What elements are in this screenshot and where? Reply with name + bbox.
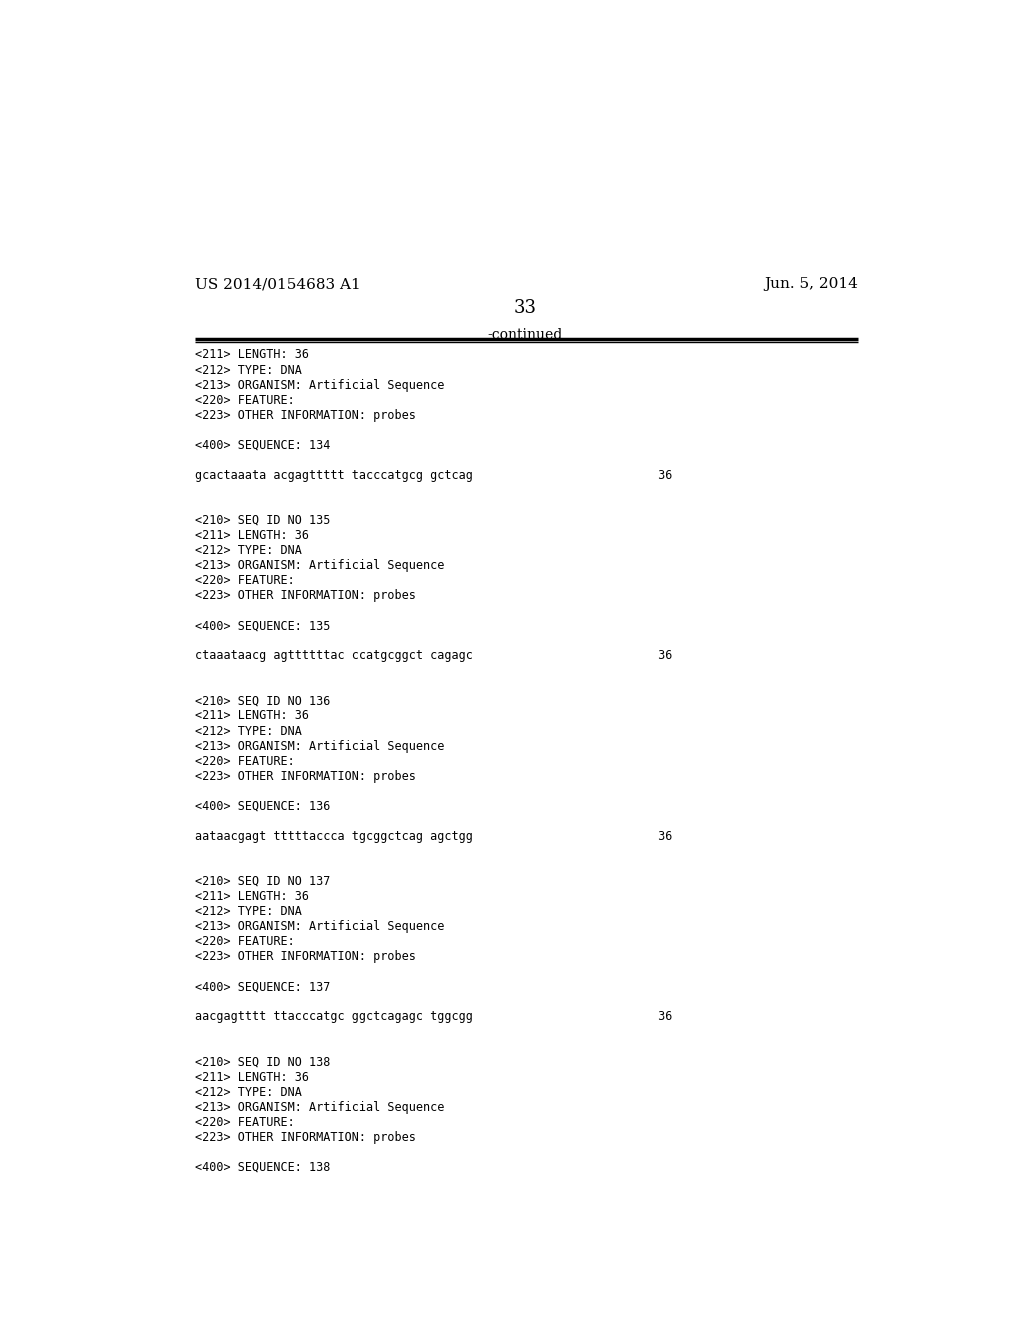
Text: <210> SEQ ID NO 137: <210> SEQ ID NO 137 <box>196 875 331 888</box>
Text: <212> TYPE: DNA: <212> TYPE: DNA <box>196 363 302 376</box>
Text: <211> LENGTH: 36: <211> LENGTH: 36 <box>196 529 309 543</box>
Text: <223> OTHER INFORMATION: probes: <223> OTHER INFORMATION: probes <box>196 950 417 964</box>
Text: <220> FEATURE:: <220> FEATURE: <box>196 1115 295 1129</box>
Text: <213> ORGANISM: Artificial Sequence: <213> ORGANISM: Artificial Sequence <box>196 560 444 572</box>
Text: <212> TYPE: DNA: <212> TYPE: DNA <box>196 725 302 738</box>
Text: ctaaataacg agttttttac ccatgcggct cagagc                          36: ctaaataacg agttttttac ccatgcggct cagagc … <box>196 649 673 663</box>
Text: <210> SEQ ID NO 135: <210> SEQ ID NO 135 <box>196 513 331 527</box>
Text: <211> LENGTH: 36: <211> LENGTH: 36 <box>196 709 309 722</box>
Text: 33: 33 <box>513 298 537 317</box>
Text: <211> LENGTH: 36: <211> LENGTH: 36 <box>196 890 309 903</box>
Text: <223> OTHER INFORMATION: probes: <223> OTHER INFORMATION: probes <box>196 589 417 602</box>
Text: <223> OTHER INFORMATION: probes: <223> OTHER INFORMATION: probes <box>196 770 417 783</box>
Text: Jun. 5, 2014: Jun. 5, 2014 <box>764 277 858 292</box>
Text: <211> LENGTH: 36: <211> LENGTH: 36 <box>196 348 309 362</box>
Text: <213> ORGANISM: Artificial Sequence: <213> ORGANISM: Artificial Sequence <box>196 1101 444 1114</box>
Text: <213> ORGANISM: Artificial Sequence: <213> ORGANISM: Artificial Sequence <box>196 739 444 752</box>
Text: <400> SEQUENCE: 137: <400> SEQUENCE: 137 <box>196 981 331 993</box>
Text: <220> FEATURE:: <220> FEATURE: <box>196 574 295 587</box>
Text: <400> SEQUENCE: 138: <400> SEQUENCE: 138 <box>196 1160 331 1173</box>
Text: aacgagtttt ttacccatgc ggctcagagc tggcgg                          36: aacgagtttt ttacccatgc ggctcagagc tggcgg … <box>196 1010 673 1023</box>
Text: <210> SEQ ID NO 138: <210> SEQ ID NO 138 <box>196 1056 331 1068</box>
Text: gcactaaata acgagttttt tacccatgcg gctcag                          36: gcactaaata acgagttttt tacccatgcg gctcag … <box>196 469 673 482</box>
Text: <213> ORGANISM: Artificial Sequence: <213> ORGANISM: Artificial Sequence <box>196 920 444 933</box>
Text: <212> TYPE: DNA: <212> TYPE: DNA <box>196 1085 302 1098</box>
Text: <211> LENGTH: 36: <211> LENGTH: 36 <box>196 1071 309 1084</box>
Text: <400> SEQUENCE: 136: <400> SEQUENCE: 136 <box>196 800 331 813</box>
Text: <223> OTHER INFORMATION: probes: <223> OTHER INFORMATION: probes <box>196 1131 417 1143</box>
Text: <220> FEATURE:: <220> FEATURE: <box>196 393 295 407</box>
Text: <220> FEATURE:: <220> FEATURE: <box>196 935 295 948</box>
Text: <210> SEQ ID NO 136: <210> SEQ ID NO 136 <box>196 694 331 708</box>
Text: <212> TYPE: DNA: <212> TYPE: DNA <box>196 544 302 557</box>
Text: <400> SEQUENCE: 134: <400> SEQUENCE: 134 <box>196 438 331 451</box>
Text: <400> SEQUENCE: 135: <400> SEQUENCE: 135 <box>196 619 331 632</box>
Text: <212> TYPE: DNA: <212> TYPE: DNA <box>196 906 302 917</box>
Text: <220> FEATURE:: <220> FEATURE: <box>196 755 295 768</box>
Text: <223> OTHER INFORMATION: probes: <223> OTHER INFORMATION: probes <box>196 409 417 421</box>
Text: aataacgagt tttttaccca tgcggctcag agctgg                          36: aataacgagt tttttaccca tgcggctcag agctgg … <box>196 830 673 843</box>
Text: -continued: -continued <box>487 329 562 342</box>
Text: <213> ORGANISM: Artificial Sequence: <213> ORGANISM: Artificial Sequence <box>196 379 444 392</box>
Text: US 2014/0154683 A1: US 2014/0154683 A1 <box>196 277 361 292</box>
